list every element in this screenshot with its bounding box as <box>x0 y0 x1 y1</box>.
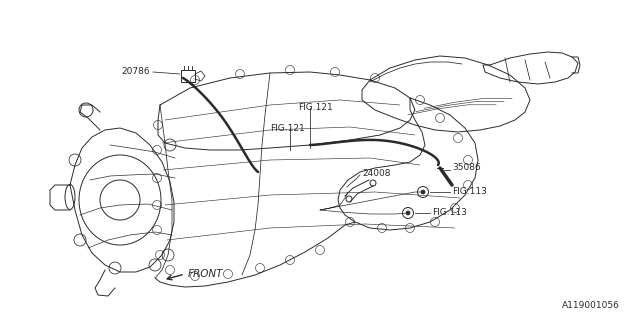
Text: A119001056: A119001056 <box>562 301 620 310</box>
Text: 24008: 24008 <box>362 169 390 178</box>
Text: 35086: 35086 <box>452 163 481 172</box>
Text: 20786: 20786 <box>122 67 150 76</box>
Circle shape <box>406 211 410 215</box>
Text: FRONT: FRONT <box>188 269 223 279</box>
Text: FIG.113: FIG.113 <box>432 207 467 217</box>
Circle shape <box>421 190 425 194</box>
Text: FIG.113: FIG.113 <box>452 187 487 196</box>
Text: FIG.121: FIG.121 <box>270 124 305 132</box>
Text: FIG.121: FIG.121 <box>298 102 333 111</box>
